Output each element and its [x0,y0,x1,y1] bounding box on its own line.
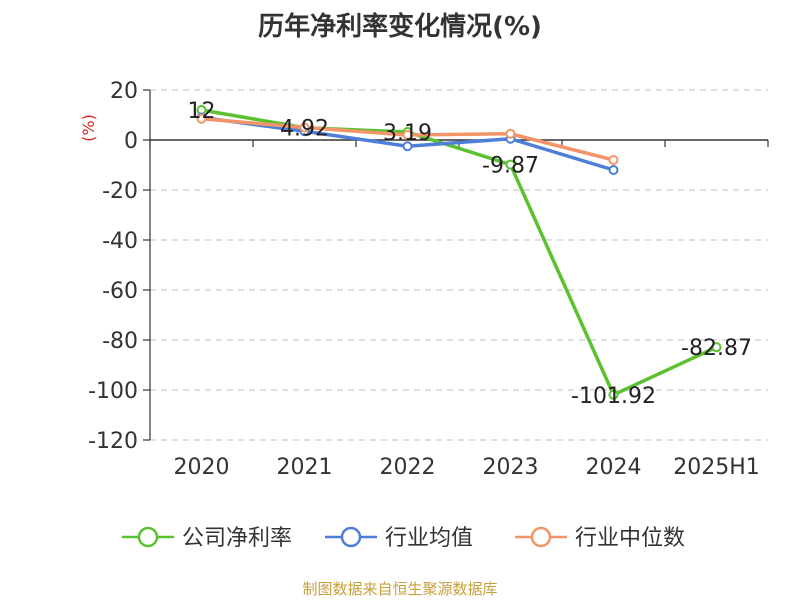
data-point [711,342,722,353]
series-lines [196,105,722,400]
series-line [201,108,718,397]
x-tick-label: 2023 [483,455,539,480]
data-label: -9.87 [482,154,539,179]
chart-title: 历年净利率变化情况(%) [258,12,542,42]
data-label: -101.92 [571,384,656,409]
data-point [505,159,516,170]
x-tick-label: 2020 [174,455,230,480]
data-point [196,113,207,124]
legend-label: 行业中位数 [575,526,685,551]
legend-label: 行业均值 [385,526,473,551]
grid-lines [150,89,768,441]
x-tick-label: 2021 [277,455,333,480]
data-point [608,389,619,400]
data-point [608,165,619,175]
data-point [299,122,310,133]
legend-label: 公司净利率 [182,526,292,551]
data-labels: 12 4.92 3.19 -9.87 -101.92 -82.87 [188,99,752,409]
data-label: 12 [188,99,216,124]
legend: 公司净利率 行业均值 行业中位数 [122,526,685,551]
y-tick-label: 0 [124,129,138,154]
y-tick-label: 20 [110,79,138,104]
legend-marker [340,526,362,548]
y-tick-label: -120 [88,429,138,454]
data-label: 4.92 [280,117,329,142]
y-axis-label: (%) [79,114,98,142]
data-label: 3.19 [383,121,432,146]
data-point [402,130,413,140]
y-tick-label: -40 [102,229,138,254]
source-note: 制图数据来自恒生聚源数据库 [302,580,498,598]
y-tick-label: -60 [102,279,138,304]
data-label: -82.87 [681,336,752,361]
axes: 20 0 -20 -40 -60 -80 -100 -120 2020 2021 2022 2023 2… [79,79,769,480]
data-point [402,141,413,152]
legend-marker [137,526,159,548]
x-tick-label: 2024 [586,455,642,480]
data-point [505,128,516,139]
x-tick-label: 2022 [380,455,436,480]
y-tick-label: -100 [88,379,138,404]
y-tick-label: -80 [102,329,138,354]
y-tick-label: -20 [102,179,138,204]
data-point [608,155,619,165]
x-tick-label: 2025H1 [673,455,760,480]
legend-marker [530,526,552,548]
